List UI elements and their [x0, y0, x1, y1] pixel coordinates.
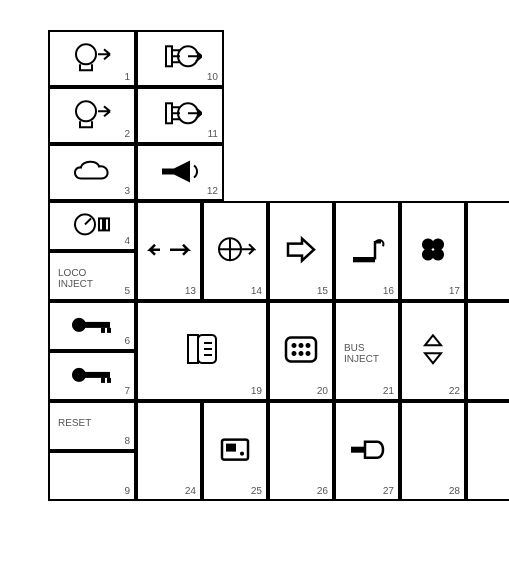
cell-number: 26	[317, 487, 328, 497]
cell-number: 21	[383, 387, 394, 397]
cell-label: LOCO INJECT	[58, 268, 93, 290]
cell-number: 20	[317, 387, 328, 397]
arrow-right-icon	[284, 236, 318, 264]
plug-icon	[347, 437, 387, 463]
up-down-icon	[421, 332, 445, 366]
cell-29: 29	[466, 401, 509, 501]
cell-number: 2	[124, 130, 130, 140]
cell-27: 27	[334, 401, 400, 501]
cell-number: 25	[251, 487, 262, 497]
panel-bars-icon	[182, 329, 222, 369]
cell-number: 3	[124, 187, 130, 197]
cell-label: RESET	[58, 418, 91, 429]
cell-13: 13	[136, 201, 202, 301]
cell-number: 6	[124, 337, 130, 347]
cell-20: 20	[268, 301, 334, 401]
cell-3: 3	[48, 144, 136, 201]
cell-number: 16	[383, 287, 394, 297]
cell-label: BUS INJECT	[344, 343, 379, 365]
cell-number: 17	[449, 287, 460, 297]
horn-icon	[156, 156, 204, 186]
cell-25: 25	[202, 401, 268, 501]
key-icon	[69, 364, 115, 386]
cell-number: 9	[124, 487, 130, 497]
cell-7: 7	[48, 351, 136, 401]
cell-2: 2	[48, 87, 136, 144]
cell-4: 4	[48, 201, 136, 251]
cell-number: 28	[449, 487, 460, 497]
cell-number: 19	[251, 387, 262, 397]
cell-14: 14	[202, 201, 268, 301]
cell-number: 8	[124, 437, 130, 447]
cell-8: 8 RESET	[48, 401, 136, 451]
clover-icon	[418, 235, 448, 265]
cell-number: 27	[383, 487, 394, 497]
grid33-icon	[283, 335, 319, 365]
stack-right-icon	[158, 40, 202, 74]
cloud-icon	[69, 156, 115, 186]
cell-number: 1	[124, 73, 130, 83]
cell-18: 18	[466, 201, 509, 301]
arrows-lr-icon	[146, 237, 192, 263]
cell-number: 14	[251, 287, 262, 297]
cell-number: 24	[185, 487, 196, 497]
cell-12: 12	[136, 144, 224, 201]
key-icon	[69, 314, 115, 336]
cell-1: 1	[48, 30, 136, 87]
bulb-right-icon	[70, 40, 114, 74]
cell-number: 11	[208, 130, 218, 140]
icon-reference-grid: 1 10 2 11 3 12 4 5 LOCO INJECT 13 14 15 16 17 18 6 7 19 20…	[0, 0, 509, 563]
cell-22: 22	[400, 301, 466, 401]
cell-17: 17	[400, 201, 466, 301]
pedal-icon	[345, 232, 389, 266]
bulb-right-icon	[70, 97, 114, 131]
cell-9: 9	[48, 451, 136, 501]
card-icon	[218, 436, 252, 464]
cell-number: 12	[207, 187, 218, 197]
cell-28: 28	[400, 401, 466, 501]
cell-16: 16	[334, 201, 400, 301]
dial-icon	[71, 208, 113, 240]
cell-23: 23	[466, 301, 509, 401]
cell-10: 10	[136, 30, 224, 87]
cell-number: 7	[124, 387, 130, 397]
cell-number: 15	[317, 287, 328, 297]
cell-6: 6	[48, 301, 136, 351]
cell-number: 22	[449, 387, 460, 397]
cell-number: 10	[207, 73, 218, 83]
cell-11: 11	[136, 87, 224, 144]
wheel-arrow-icon	[214, 231, 256, 267]
cell-number: 5	[124, 287, 130, 297]
cell-26: 26	[268, 401, 334, 501]
cell-5: 5 LOCO INJECT	[48, 251, 136, 301]
cell-15: 15	[268, 201, 334, 301]
cell-number: 4	[124, 237, 130, 247]
cell-number: 13	[185, 287, 196, 297]
cell-21: 21 BUS INJECT	[334, 301, 400, 401]
cell-19: 19	[136, 301, 268, 401]
cell-24: 24	[136, 401, 202, 501]
stack-right-icon	[158, 97, 202, 131]
